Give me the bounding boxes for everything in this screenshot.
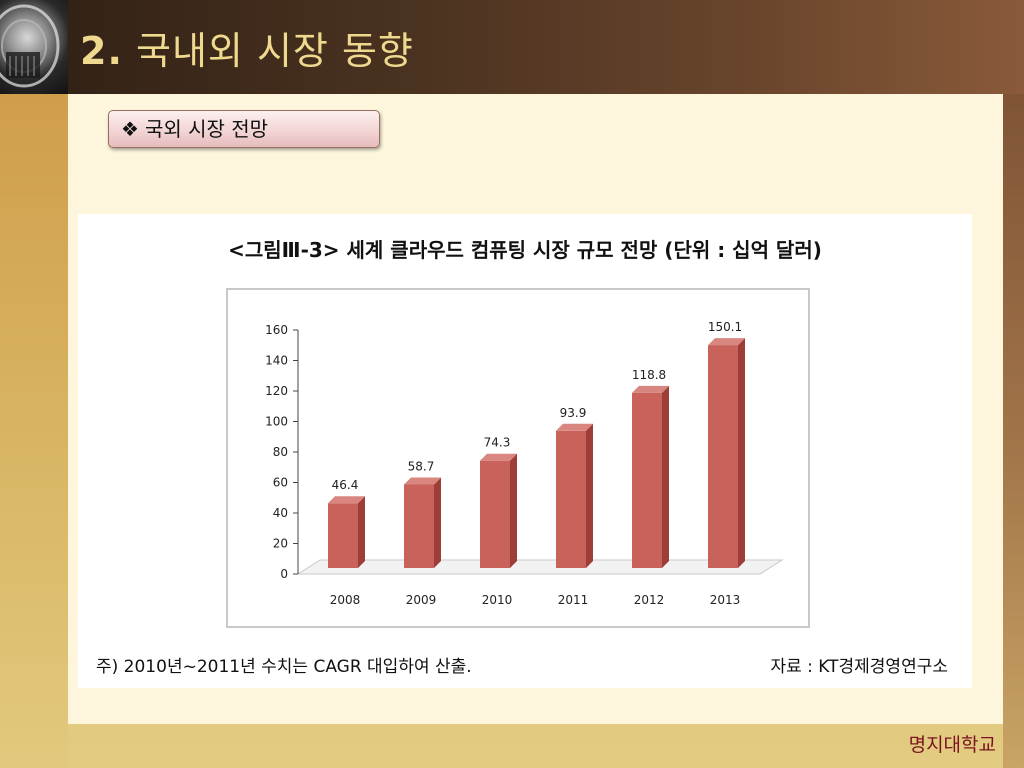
- chart-source: 자료 : KT경제경영연구소: [770, 657, 948, 677]
- content-panel: ❖ 국외 시장 전망 <그림Ⅲ-3> 세계 클라우드 컴퓨팅 시장 규모 전망 (…: [68, 94, 1003, 724]
- x-tick-label-2009: 2009: [406, 593, 437, 607]
- bar-top-2009: [404, 477, 441, 485]
- x-tick-label-2008: 2008: [330, 593, 361, 607]
- right-decor-strip: [1003, 94, 1024, 768]
- data-label-2013: 150.1: [708, 320, 742, 334]
- bar-top-2012: [632, 385, 669, 393]
- x-tick-label-2012: 2012: [634, 593, 665, 607]
- left-decor-band: [0, 94, 68, 768]
- slide-title-text: 국내외 시장 동향: [135, 29, 414, 73]
- bar-top-2011: [556, 423, 593, 431]
- y-tick-label: 0: [280, 567, 288, 581]
- bar-top-2008: [328, 496, 365, 504]
- x-tick-label-2010: 2010: [482, 593, 513, 607]
- slide-title: 2. 국내외 시장 동향: [80, 20, 414, 75]
- y-tick-label: 80: [273, 445, 288, 459]
- bullet-heading-box: ❖ 국외 시장 전망: [108, 110, 380, 148]
- data-label-2011: 93.9: [560, 406, 587, 420]
- bar-2009: [404, 484, 434, 568]
- y-tick-label: 120: [265, 384, 288, 398]
- bar-2010: [480, 460, 510, 568]
- bar-top-2013: [708, 338, 745, 346]
- data-label-2010: 74.3: [484, 436, 511, 450]
- bar-side-2010: [510, 453, 517, 568]
- chart-footnote: 주) 2010년~2011년 수치는 CAGR 대입하여 산출.: [96, 657, 472, 677]
- plot-frame: 0 20 40 60 80 100 120 140 160 46.4 2008 58.7 2009 74.…: [226, 288, 810, 628]
- bar-side-2008: [358, 496, 365, 568]
- y-tick-label: 140: [265, 354, 288, 368]
- x-tick-label-2011: 2011: [558, 593, 589, 607]
- bar-top-2010: [480, 453, 517, 461]
- title-bar: 2. 국내외 시장 동향: [0, 0, 1024, 94]
- chart-figure: <그림Ⅲ-3> 세계 클라우드 컴퓨팅 시장 규모 전망 (단위 : 십억 달러…: [78, 214, 972, 688]
- bar-2011: [556, 430, 586, 568]
- bar-chart: 0 20 40 60 80 100 120 140 160 46.4 2008 58.7 2009 74.…: [265, 320, 784, 607]
- data-label-2009: 58.7: [408, 459, 435, 473]
- chart-title: <그림Ⅲ-3> 세계 클라우드 컴퓨팅 시장 규모 전망 (단위 : 십억 달러…: [228, 238, 822, 262]
- footer-university-name: 명지대학교: [908, 734, 996, 756]
- y-tick-label: 160: [265, 323, 288, 337]
- y-tick-label: 20: [273, 537, 288, 551]
- bar-2013: [708, 345, 738, 568]
- data-label-2008: 46.4: [332, 478, 359, 492]
- bar-2008: [328, 503, 358, 568]
- y-tick-label: 40: [273, 506, 288, 520]
- data-label-2012: 118.8: [632, 368, 666, 382]
- y-tick-label: 100: [265, 415, 288, 429]
- bar-side-2013: [738, 338, 745, 568]
- bar-side-2009: [434, 477, 441, 568]
- bar-side-2011: [586, 423, 593, 568]
- y-tick-label: 60: [273, 476, 288, 490]
- corner-photo-image: [0, 0, 68, 94]
- bar-2012: [632, 392, 662, 568]
- x-tick-label-2013: 2013: [710, 593, 741, 607]
- slide-title-number: 2.: [80, 29, 123, 73]
- bullet-heading-text: 국외 시장 전망: [144, 117, 269, 141]
- bullet-diamond-icon: ❖: [121, 117, 139, 141]
- bar-side-2012: [662, 385, 669, 568]
